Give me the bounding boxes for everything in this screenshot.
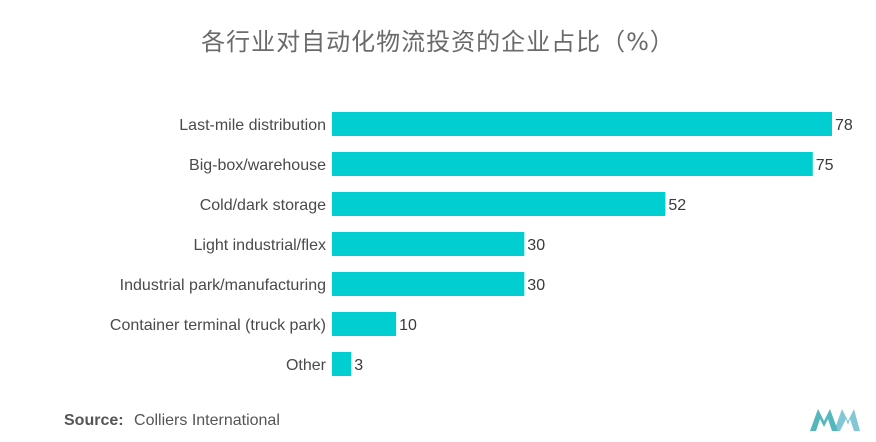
bar — [332, 352, 352, 376]
bar — [332, 192, 666, 216]
source-text: Colliers International — [134, 412, 280, 429]
value-label: 52 — [668, 197, 686, 214]
category-label: Container terminal (truck park) — [110, 317, 326, 334]
bar — [332, 272, 525, 296]
bar — [332, 152, 813, 176]
value-label: 78 — [835, 117, 853, 134]
value-label: 30 — [527, 237, 545, 254]
category-label: Other — [286, 357, 327, 374]
source-note: Source: Colliers International — [64, 412, 280, 430]
value-label: 30 — [527, 277, 545, 294]
bar-chart: Last-mile distribution 78 Big-box/warehous… — [110, 112, 853, 376]
value-label: 10 — [399, 317, 417, 334]
logo-icon — [810, 409, 860, 431]
category-label: Big-box/warehouse — [189, 157, 326, 174]
value-label: 75 — [816, 157, 834, 174]
category-label: Last-mile distribution — [179, 117, 326, 134]
value-label: 3 — [354, 357, 363, 374]
category-label: Industrial park/manufacturing — [120, 277, 326, 294]
bar — [332, 312, 397, 336]
category-label: Cold/dark storage — [200, 197, 326, 214]
chart-title: 各行业对自动化物流投资的企业占比（%） — [201, 28, 675, 56]
bar — [332, 232, 525, 256]
category-label: Light industrial/flex — [193, 237, 326, 254]
bar — [332, 112, 832, 136]
source-label: Source: — [64, 412, 124, 429]
